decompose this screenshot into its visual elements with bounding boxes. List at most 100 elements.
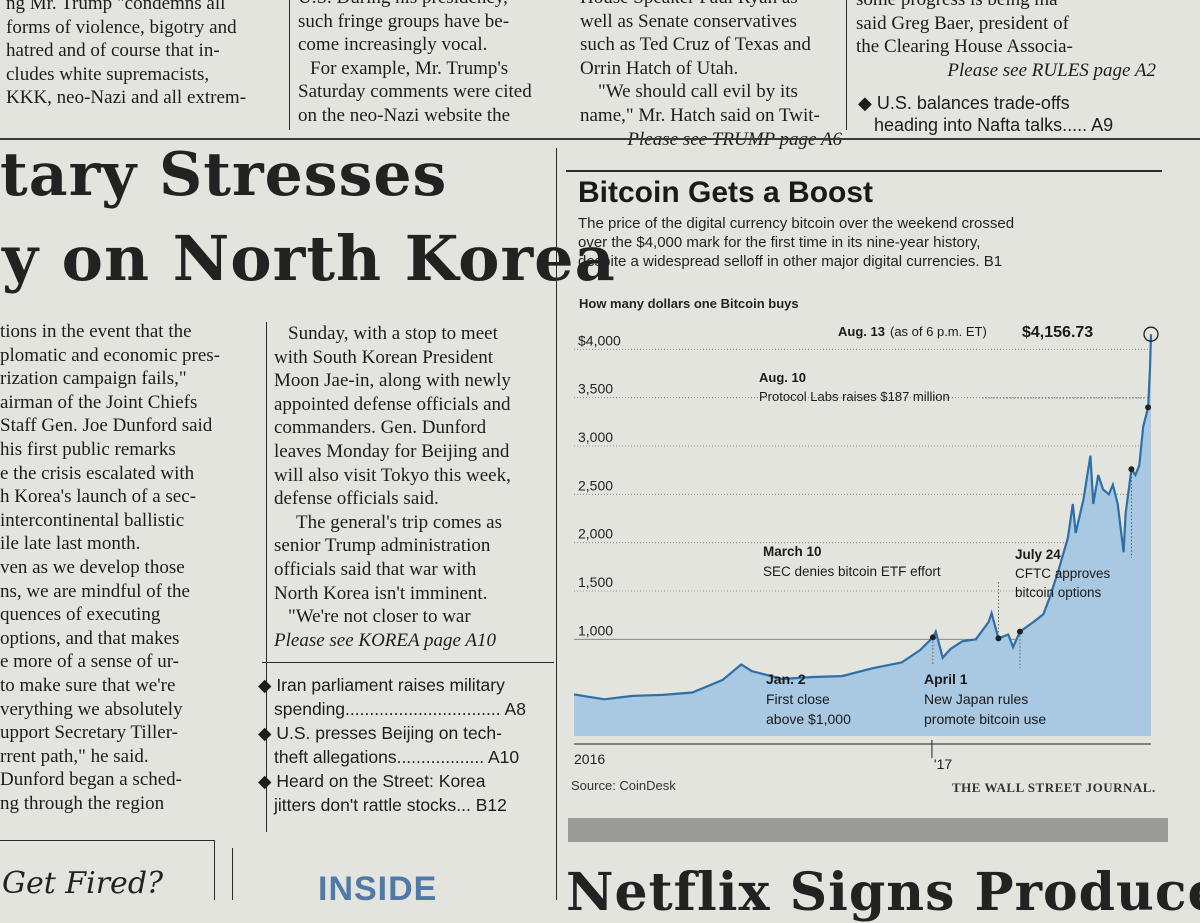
text-line: leaves Monday for Beijing and [274, 440, 510, 462]
event-marker [1128, 466, 1135, 473]
nafta-brief[interactable]: ◆ U.S. balances trade-offs heading into … [858, 92, 1113, 136]
text-line: defense officials said. [274, 488, 439, 510]
korea-col-1: tions in the event that the plomatic and… [0, 320, 258, 815]
text-line: on the neo-Nazi website the [298, 104, 511, 126]
text-line: senior Trump administration [274, 535, 491, 557]
text-line: For example, Mr. Trump's [310, 57, 509, 79]
brief-iran[interactable]: ◆ Iran parliament raises military [258, 675, 505, 695]
text-line: intercontinental ballistic [0, 509, 185, 531]
annotation-text: bitcoin options [1015, 585, 1102, 600]
annotation-date: Aug. 10 [759, 370, 806, 385]
text-line: will also visit Tokyo this week, [274, 464, 511, 486]
annotation-date: March 10 [763, 544, 822, 559]
text-line: appointed defense officials and [274, 393, 511, 415]
text-line: h Korea's launch of a sec- [0, 486, 196, 508]
annotation-date: Aug. 13 [838, 324, 885, 339]
annotation-text: (as of 6 p.m. ET) [890, 324, 987, 339]
event-marker [995, 635, 1002, 642]
annotation-text: New Japan rules [924, 691, 1028, 707]
chart-subtitle: The price of the digital currency bitcoi… [578, 214, 1014, 271]
text-line: options, and that makes [0, 627, 180, 649]
text-line: Dunford began a sched- [0, 769, 183, 791]
annotation-text: promote bitcoin use [924, 711, 1046, 727]
chart-bottom-bar [568, 818, 1168, 842]
brief-heard[interactable]: ◆ Heard on the Street: Korea [258, 771, 486, 791]
bottom-left-fragment: Get Fired? [2, 866, 164, 901]
subtitle-line: over the $4,000 mark for the first time … [578, 234, 981, 251]
text-line: ng Mr. Trump "condemns all [6, 0, 226, 14]
text-line: hatred and of course that in- [6, 40, 220, 62]
brief-iran-cont[interactable]: spending................................… [274, 699, 526, 719]
brief-line: heading into Nafta talks..... A9 [874, 115, 1114, 135]
y-tick-label: 3,500 [578, 381, 613, 397]
text-line: Orrin Hatch of Utah. [580, 57, 739, 79]
text-line: verything we absolutely [0, 698, 183, 720]
text-line: upport Secretary Tiller- [0, 722, 178, 744]
text-line: name," Mr. Hatch said on Twit- [580, 104, 820, 126]
text-line: commanders. Gen. Dunford [274, 417, 487, 439]
bottom-right-fragment: Netflix Signs Producer [566, 862, 1200, 923]
text-line: forms of violence, bigotry and [6, 16, 237, 38]
text-line: KKK, neo-Nazi and all extrem- [6, 87, 247, 109]
text-line: some progress is being ma [856, 0, 1156, 12]
text-line: Staff Gen. Joe Dunford said [0, 415, 213, 437]
text-line: Saturday comments were cited [298, 81, 532, 103]
text-line: plomatic and economic pres- [0, 344, 221, 366]
brief-heard-cont[interactable]: jitters don't rattle stocks... B12 [274, 795, 507, 815]
subtitle-line: despite a widespread selloff in other ma… [578, 253, 1003, 270]
annotation-text: SEC denies bitcoin ETF effort [763, 564, 941, 579]
y-tick-label: 1,500 [578, 574, 613, 590]
x-tick-label: 2016 [574, 751, 605, 767]
text-line: ng through the region [0, 792, 165, 814]
latest-price-marker [1143, 326, 1159, 342]
jump-link-rules[interactable]: Please see RULES page A2 [947, 59, 1156, 81]
text-line: ven as we develop those [0, 556, 185, 578]
annotation-date: Jan. 2 [766, 671, 806, 687]
top-col-3: House Speaker Paul Ryan as well as Senat… [580, 0, 842, 151]
text-line: "We're not closer to war [288, 606, 471, 628]
text-line: with South Korean President [274, 346, 494, 368]
brief-beijing[interactable]: ◆ U.S. presses Beijing on tech- [258, 723, 502, 743]
korea-briefs: ◆ Iran parliament raises military spendi… [258, 673, 526, 817]
jump-link-korea[interactable]: Please see KOREA page A10 [274, 629, 496, 651]
event-marker [929, 634, 936, 641]
x-tick-label: '17 [934, 756, 952, 772]
top-col-1: ng Mr. Trump "condemns all forms of viol… [6, 0, 278, 110]
headline-line-1[interactable]: tary Stresses [0, 140, 448, 210]
event-marker [1145, 404, 1152, 411]
text-line: e more of a sense of ur- [0, 651, 179, 673]
text-line: to make sure that we're [0, 674, 176, 696]
text-line: rrent path," he said. [0, 745, 149, 767]
text-line: e the crisis escalated with [0, 462, 195, 484]
price-line [573, 334, 1153, 701]
y-tick-label: 3,000 [578, 429, 613, 445]
chart-source: Source: CoinDesk [571, 778, 676, 793]
headline-line-2[interactable]: y on North Korea [2, 222, 616, 295]
y-axis-label: How many dollars one Bitcoin buys [579, 296, 799, 311]
text-line: House Speaker Paul Ryan as [580, 0, 842, 10]
korea-col-2: Sunday, with a stop to meet with South K… [274, 322, 556, 652]
text-line: quences of executing [0, 604, 161, 626]
annotation-date: July 24 [1015, 547, 1061, 562]
bottom-inside-fragment: INSIDE [318, 870, 438, 908]
y-tick-label: $4,000 [578, 332, 621, 348]
text-line: Moon Jae-in, along with newly [274, 370, 511, 392]
top-col-4: some progress is being ma said Greg Baer… [856, 0, 1156, 82]
text-line: The general's trip comes as [296, 511, 503, 533]
text-line: tions in the event that the [0, 321, 192, 342]
text-line: such fringe groups have be- [298, 10, 510, 32]
text-line: airman of the Joint Chiefs [0, 391, 198, 413]
brief-line: ◆ U.S. balances trade-offs [858, 93, 1070, 113]
annotation-text: above $1,000 [766, 711, 851, 727]
y-tick-label: 2,500 [578, 477, 613, 493]
subtitle-line: The price of the digital currency bitcoi… [578, 215, 1015, 232]
brief-beijing-cont[interactable]: theft allegations.................. A10 [274, 747, 520, 767]
text-line: said Greg Baer, president of [856, 12, 1069, 34]
text-line: well as Senate conservatives [580, 10, 797, 32]
text-line: the Clearing House Associa- [856, 36, 1073, 58]
annotation-value: $4,156.73 [1022, 324, 1093, 341]
y-tick-label: 2,000 [578, 526, 613, 542]
y-tick-label: 1,000 [578, 622, 613, 638]
text-line: Sunday, with a stop to meet [288, 323, 498, 344]
